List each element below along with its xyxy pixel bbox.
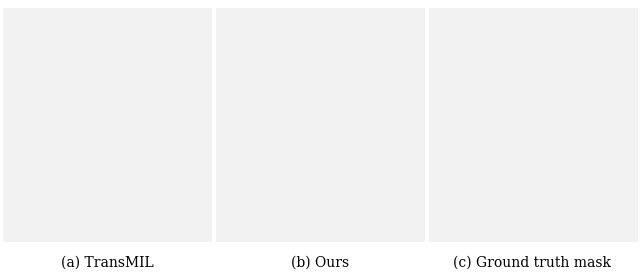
- Text: (b) Ours: (b) Ours: [291, 256, 349, 270]
- Text: (a) TransMIL: (a) TransMIL: [61, 256, 154, 270]
- Text: (c) Ground truth mask: (c) Ground truth mask: [454, 256, 611, 270]
